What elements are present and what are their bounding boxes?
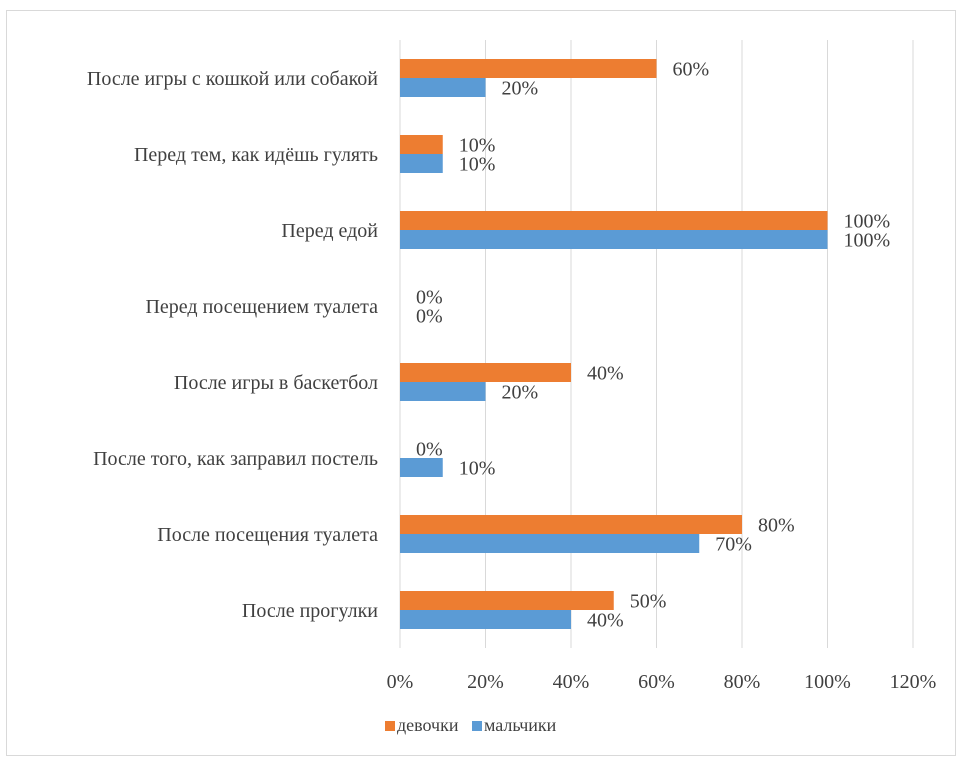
bar-boys bbox=[400, 154, 443, 173]
data-label: 80% bbox=[758, 515, 795, 537]
data-label: 10% bbox=[459, 154, 496, 176]
bar-boys bbox=[400, 610, 571, 629]
category-label: После посещения туалета bbox=[157, 524, 378, 546]
bar-girls bbox=[400, 591, 614, 610]
bar-girls bbox=[400, 135, 443, 154]
legend-swatch-boys bbox=[472, 721, 482, 731]
data-label: 100% bbox=[844, 211, 891, 233]
bar-girls bbox=[400, 59, 657, 78]
bar-girls bbox=[400, 211, 828, 230]
legend-swatch-girls bbox=[385, 721, 395, 731]
bar-boys bbox=[400, 78, 486, 97]
x-tick-label: 100% bbox=[804, 671, 851, 693]
legend-label-girls: девочки bbox=[397, 715, 459, 735]
data-label: 0% bbox=[416, 287, 443, 309]
x-tick-label: 0% bbox=[387, 671, 414, 693]
data-label: 20% bbox=[502, 382, 539, 404]
category-label: После игры с кошкой или собакой bbox=[87, 68, 378, 90]
data-label: 50% bbox=[630, 591, 667, 613]
x-tick-label: 120% bbox=[890, 671, 937, 693]
x-tick-label: 20% bbox=[467, 671, 504, 693]
x-tick-label: 60% bbox=[638, 671, 675, 693]
data-label: 0% bbox=[416, 439, 443, 461]
data-label: 100% bbox=[844, 230, 891, 252]
legend-label-boys: мальчики bbox=[484, 715, 557, 735]
data-label: 60% bbox=[673, 59, 710, 81]
data-label: 10% bbox=[459, 458, 496, 480]
category-label: Перед едой bbox=[281, 220, 378, 242]
bar-boys bbox=[400, 534, 700, 553]
x-tick-label: 40% bbox=[553, 671, 590, 693]
bar-boys bbox=[400, 458, 443, 477]
data-label: 20% bbox=[502, 78, 539, 100]
bar-girls bbox=[400, 515, 742, 534]
data-label: 0% bbox=[416, 306, 443, 328]
bar-girls bbox=[400, 363, 571, 382]
data-label: 70% bbox=[715, 534, 752, 556]
data-label: 10% bbox=[459, 135, 496, 157]
data-label: 40% bbox=[587, 610, 624, 632]
bar-boys bbox=[400, 230, 828, 249]
category-label: После того, как заправил постель bbox=[93, 448, 378, 470]
x-tick-label: 80% bbox=[724, 671, 761, 693]
category-label: После игры в баскетбол bbox=[174, 372, 378, 394]
category-label: После прогулки bbox=[242, 600, 378, 622]
data-label: 40% bbox=[587, 363, 624, 385]
bar-boys bbox=[400, 382, 486, 401]
category-label: Перед тем, как идёшь гулять bbox=[134, 144, 378, 166]
category-label: Перед посещением туалета bbox=[145, 296, 378, 318]
